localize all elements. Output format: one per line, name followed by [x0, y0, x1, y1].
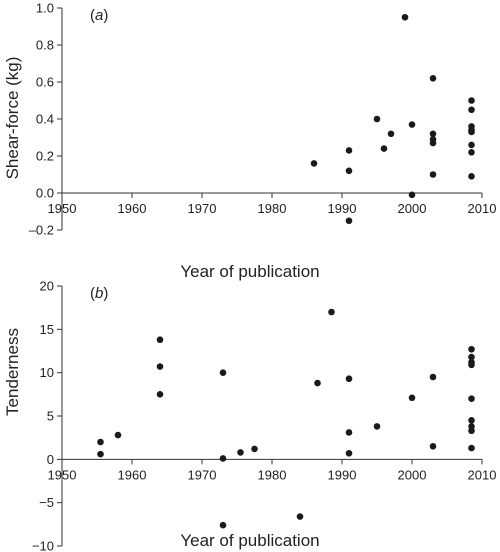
y-tick-label: –0.2 [29, 223, 54, 238]
x-tick-label: 1980 [258, 467, 287, 482]
data-point [97, 438, 104, 446]
y-tick-label: 10 [40, 365, 54, 380]
panel-letter: b [95, 285, 103, 302]
data-point [468, 149, 475, 156]
data-point [237, 449, 244, 456]
x-tick-label: 1960 [118, 467, 147, 482]
y-tick-label: 15 [40, 322, 54, 337]
data-point [114, 431, 122, 439]
data-point [429, 130, 437, 138]
y-tick-label: −5 [39, 495, 54, 510]
data-point [219, 521, 227, 529]
panel-label: (b) [90, 285, 108, 302]
x-tick-label: 1970 [188, 201, 217, 216]
data-point [468, 444, 475, 452]
data-point [468, 141, 475, 149]
data-point [156, 363, 164, 370]
data-point [156, 336, 164, 344]
data-point [345, 429, 353, 436]
data-point [468, 345, 475, 353]
data-point [408, 191, 416, 199]
data-point [345, 217, 353, 225]
data-point [429, 373, 437, 381]
panel-b: −10 −5 0 5 10 15 20 1950 1960 1970 1980 1990 2000 201… [3, 279, 496, 552]
data-point [328, 308, 335, 316]
data-point [468, 361, 475, 369]
y-tick-label: 5 [47, 409, 54, 424]
x-tick-label: 2010 [468, 201, 497, 216]
x-tick-label: 2000 [398, 201, 427, 216]
data-point [429, 171, 437, 178]
x-tick-label: 1950 [48, 201, 77, 216]
data-point [468, 427, 475, 435]
data-point [219, 455, 227, 462]
x-tick-label: 1950 [48, 467, 77, 482]
x-tick-label: 2000 [398, 467, 427, 482]
data-point [429, 443, 437, 450]
y-tick-label: 20 [40, 279, 54, 294]
x-axis-title: Year of publication [180, 531, 319, 550]
data-point [429, 139, 437, 147]
y-tick-label: 1.0 [36, 1, 54, 16]
data-point [468, 417, 475, 424]
x-tick-label: 1980 [258, 201, 287, 216]
panel-a: –0.2 0.0 0.2 0.4 0.6 0.8 1.0 1950 1960 1970 1980 19… [3, 1, 496, 282]
data-point [314, 379, 321, 387]
y-tick-label: 0.8 [36, 38, 54, 53]
data-point [387, 130, 395, 138]
data-point [345, 167, 353, 175]
data-point [468, 173, 475, 180]
data-point [296, 513, 304, 520]
data-point [345, 449, 353, 457]
panel-label: (a) [90, 7, 108, 24]
x-axis-title: Year of publication [180, 262, 319, 281]
data-point [345, 147, 353, 154]
x-tick-label: 1990 [328, 201, 357, 216]
data-point [373, 115, 381, 123]
data-point [373, 423, 381, 430]
x-tick-label: 1990 [328, 467, 357, 482]
y-tick-label: −10 [32, 539, 54, 552]
data-point [429, 75, 437, 82]
y-tick-label: 0.6 [36, 75, 54, 90]
y-axis-title: Shear-force (kg) [3, 57, 22, 180]
data-point [468, 106, 475, 114]
x-tick-label: 2010 [468, 467, 497, 482]
data-point [468, 353, 475, 361]
data-point [380, 145, 388, 152]
data-point [468, 97, 475, 104]
data-point [408, 394, 416, 402]
data-point [156, 391, 164, 398]
data-point [219, 369, 227, 376]
x-tick-label: 1970 [188, 467, 217, 482]
y-tick-label: 0 [47, 452, 54, 467]
panel-letter: a [95, 7, 103, 24]
y-tick-label: 0.4 [36, 112, 54, 127]
data-point [468, 128, 475, 136]
data-point [251, 445, 258, 453]
data-point [310, 160, 318, 167]
data-point [345, 375, 353, 383]
data-point [97, 450, 104, 458]
y-tick-label: 0.0 [36, 186, 54, 201]
y-axis-title: Tenderness [3, 328, 22, 416]
x-tick-label: 1960 [118, 201, 147, 216]
y-tick-label: 0.2 [36, 149, 54, 164]
data-point [468, 395, 475, 402]
data-point [408, 121, 416, 128]
data-point [401, 13, 409, 21]
